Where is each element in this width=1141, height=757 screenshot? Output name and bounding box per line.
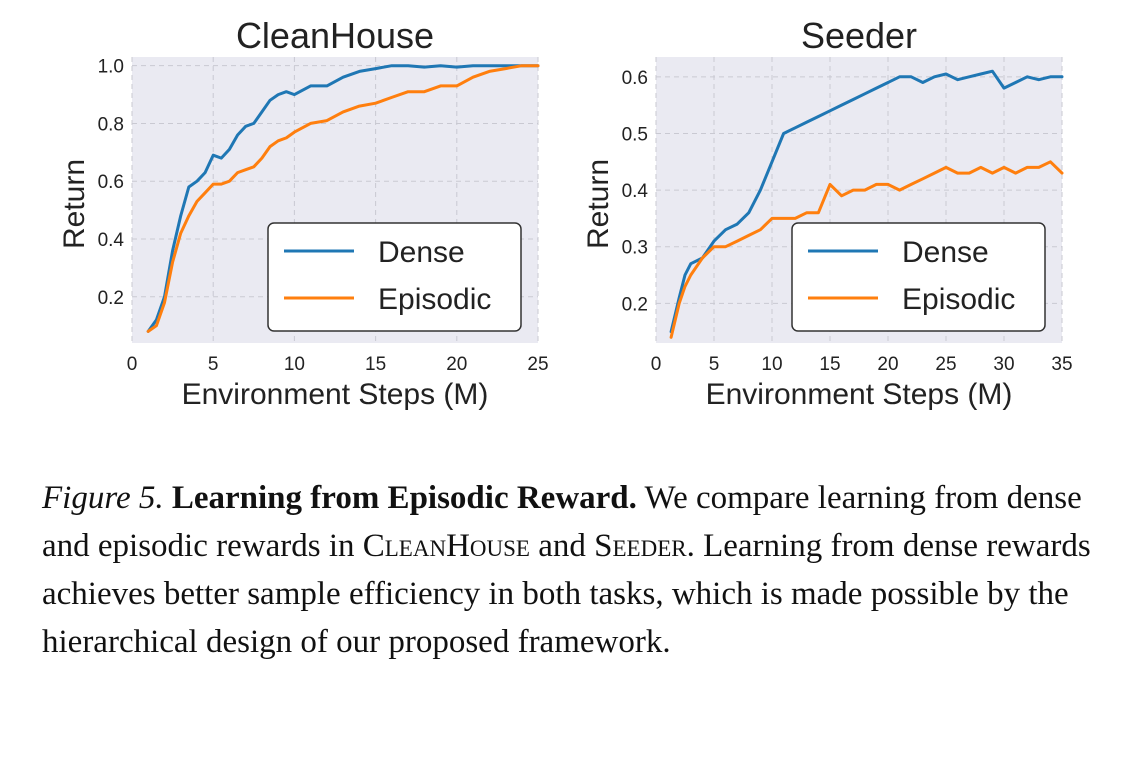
y-tick-label: 0.2 bbox=[622, 294, 648, 315]
y-tick-label: 0.2 bbox=[98, 288, 124, 309]
x-tick-label: 5 bbox=[208, 354, 219, 375]
caption-env-seeder: Seeder bbox=[594, 528, 687, 564]
x-tick-label: 25 bbox=[935, 354, 956, 375]
x-tick-label: 0 bbox=[127, 354, 138, 375]
x-tick-label: 20 bbox=[446, 354, 467, 375]
caption-text-2: and bbox=[529, 528, 595, 564]
x-tick-label: 15 bbox=[365, 354, 386, 375]
caption-heading: Learning from Episodic Reward. bbox=[171, 480, 637, 516]
x-tick-label: 10 bbox=[284, 354, 305, 375]
x-axis-label: Environment Steps (M) bbox=[706, 378, 1013, 411]
y-tick-label: 0.4 bbox=[622, 181, 649, 202]
y-tick-label: 0.3 bbox=[622, 238, 648, 259]
caption-figure-label: Figure 5. bbox=[42, 480, 164, 516]
series-line-episodic bbox=[669, 160, 1064, 339]
y-tick-label: 0.4 bbox=[98, 230, 125, 251]
chart-seeder: 0 5 10 15 20 25 30 35 0.2 0.3 0.4 0.5 0.6 Seeder Envir… bbox=[582, 15, 1073, 411]
caption-text-3: . Learning from dense rewards achieves b… bbox=[42, 528, 1091, 660]
x-tick-label: 20 bbox=[877, 354, 898, 375]
legend-label-dense: Dense bbox=[902, 236, 989, 269]
x-tick-label: 15 bbox=[819, 354, 840, 375]
y-tick-label: 0.5 bbox=[622, 124, 648, 145]
legend: Dense Episodic bbox=[791, 222, 1046, 332]
series-line-dense bbox=[669, 69, 1064, 334]
y-axis-label: Return bbox=[58, 159, 91, 249]
caption-env-cleanhouse: CleanHouse bbox=[362, 528, 530, 564]
chart-title: CleanHouse bbox=[236, 15, 434, 56]
caption-text-1: We compare learning from dense and episo… bbox=[42, 480, 1082, 564]
x-axis-label: Environment Steps (M) bbox=[182, 378, 489, 411]
y-tick-label: 0.6 bbox=[98, 172, 124, 193]
y-tick-label: 1.0 bbox=[98, 57, 124, 78]
x-tick-label: 25 bbox=[527, 354, 548, 375]
series-line-dense bbox=[146, 64, 540, 333]
y-tick-label: 0.8 bbox=[98, 114, 124, 135]
chart-cleanhouse: 0 5 10 15 20 25 0.2 0.4 0.6 0.8 1.0 CleanHouse Envir… bbox=[58, 15, 549, 411]
series-line-episodic bbox=[146, 64, 540, 333]
legend: Dense Episodic bbox=[267, 222, 522, 332]
y-axis-label: Return bbox=[582, 159, 615, 249]
y-tick-label: 0.6 bbox=[622, 68, 648, 89]
x-tick-label: 10 bbox=[761, 354, 782, 375]
figure: 0 5 10 15 20 25 0.2 0.4 0.6 0.8 1.0 CleanHouse Envir… bbox=[58, 15, 1073, 411]
x-tick-label: 35 bbox=[1051, 354, 1072, 375]
figure-caption: Figure 5. Learning from Episodic Reward.… bbox=[42, 474, 1102, 666]
legend-label-episodic: Episodic bbox=[902, 283, 1015, 316]
x-tick-label: 0 bbox=[651, 354, 662, 375]
x-tick-label: 30 bbox=[993, 354, 1014, 375]
legend-label-dense: Dense bbox=[378, 236, 465, 269]
legend-label-episodic: Episodic bbox=[378, 283, 491, 316]
chart-title: Seeder bbox=[801, 15, 917, 56]
x-tick-label: 5 bbox=[709, 354, 720, 375]
